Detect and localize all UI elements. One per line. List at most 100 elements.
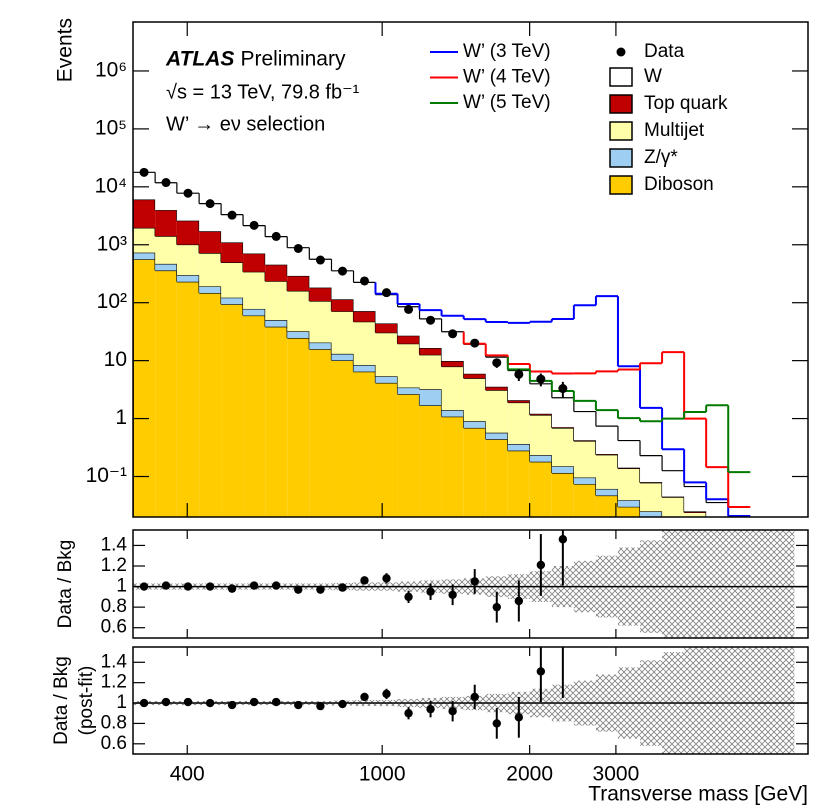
stack-bar <box>133 199 156 228</box>
stack-bar <box>529 414 552 456</box>
stack-bar <box>353 311 376 322</box>
plot-area <box>133 638 808 754</box>
data-point <box>404 304 414 314</box>
y-tick-label: 10⁶ <box>95 59 127 82</box>
stack-bar <box>265 281 288 321</box>
ratio-point <box>558 535 568 544</box>
stack-bar <box>265 236 288 265</box>
stack-bar <box>441 366 464 411</box>
stack-bar <box>176 275 200 282</box>
stack-bar <box>507 443 530 451</box>
stack-bar <box>243 308 266 316</box>
plot-frame <box>132 21 809 518</box>
stack-bar <box>485 390 508 433</box>
stack-bar <box>397 306 420 336</box>
ratio-point <box>448 707 457 716</box>
status-label: Preliminary <box>240 48 346 71</box>
y-axis-label: Events <box>54 18 77 82</box>
x-tick-label: 1000 <box>359 763 406 786</box>
stack-bar <box>176 281 200 517</box>
ratio-point <box>338 699 347 709</box>
stack-bar <box>617 506 641 517</box>
stack-bar <box>221 304 244 517</box>
ratio-point <box>161 581 171 590</box>
stack-bar <box>243 271 266 309</box>
stack-bar <box>507 450 530 517</box>
y-tick-label: 10² <box>97 290 127 313</box>
stack-bar <box>617 468 641 501</box>
data-point <box>161 178 171 188</box>
data-point <box>536 374 546 384</box>
stack-bar <box>287 290 310 332</box>
y-tick-label: 0.6 <box>101 733 127 754</box>
data-point <box>558 384 568 394</box>
y-tick-label: 1.4 <box>101 534 128 555</box>
data-point <box>514 369 524 379</box>
ratio-point <box>183 697 193 707</box>
stack-bar <box>419 348 442 355</box>
stack-bar <box>485 439 508 517</box>
uncertainty-band <box>662 530 685 638</box>
stack-bar <box>507 402 530 444</box>
x-axis-label: Transverse mass [GeV] <box>588 783 808 806</box>
stack-bar <box>441 416 464 517</box>
stack-bar <box>463 344 486 374</box>
stack-bar <box>221 242 244 263</box>
ratio-point <box>360 576 369 585</box>
stack-bar <box>706 502 729 517</box>
stack-bar <box>309 342 332 350</box>
legend-label: Top quark <box>644 93 728 114</box>
stack-bar <box>133 227 156 253</box>
data-point <box>338 266 348 276</box>
ratio-point <box>316 701 325 711</box>
legend-swatch <box>609 94 633 114</box>
legend-swatch <box>609 148 633 168</box>
legend-label: W <box>644 66 662 87</box>
y-axis-label: Data / Bkg <box>55 540 76 629</box>
stack-bar <box>706 527 728 528</box>
ratio-point <box>382 574 391 583</box>
stack-bar <box>397 343 420 388</box>
stack-bar <box>353 371 376 517</box>
data-point <box>492 358 502 368</box>
stack-bar <box>176 193 200 221</box>
stack-bar <box>155 210 177 237</box>
stack-bar <box>684 512 707 517</box>
data-point <box>448 329 458 339</box>
uncertainty-band <box>772 647 795 754</box>
uncertainty-band <box>684 530 707 638</box>
stack-bar <box>551 428 574 467</box>
uncertainty-band <box>684 647 707 754</box>
y-tick-label: 1.4 <box>101 651 128 672</box>
stack-bar <box>331 353 354 361</box>
stack-bar <box>221 262 244 298</box>
ratio-point <box>470 692 479 702</box>
legend-label: Multijet <box>644 120 705 141</box>
stack-bar <box>640 455 663 483</box>
stack-bar <box>507 370 530 401</box>
ratio-point <box>536 560 546 570</box>
ratio-point <box>382 689 391 699</box>
stack-bar <box>529 455 552 462</box>
data-point <box>205 199 215 209</box>
stack-bar <box>573 441 596 478</box>
legend-label: Diboson <box>644 174 714 195</box>
ratio-point <box>249 697 259 707</box>
uncertainty-band <box>728 530 751 638</box>
stack-bar <box>265 320 288 327</box>
data-point <box>249 220 259 230</box>
data-point <box>470 338 480 348</box>
stack-bar <box>243 253 266 272</box>
data-point <box>227 210 237 220</box>
ratio-point <box>559 638 567 646</box>
stack-bar <box>397 394 420 517</box>
y-tick-label: 10⁴ <box>95 174 127 197</box>
stack-bar <box>595 426 618 455</box>
annotation: W’ → eν selection <box>166 113 325 135</box>
legend-marker <box>616 47 626 57</box>
ratio-point <box>514 596 524 606</box>
ratio-point <box>360 692 369 702</box>
ratio-point <box>205 698 215 708</box>
y-tick-label: 0.8 <box>101 712 127 733</box>
stack-bar <box>199 231 222 254</box>
